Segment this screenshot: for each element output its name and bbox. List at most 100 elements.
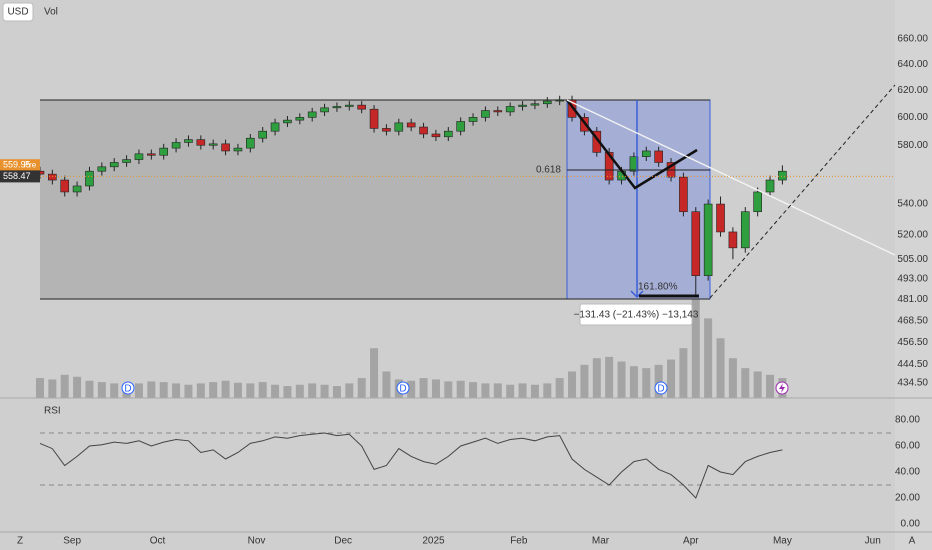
candle-body	[332, 106, 342, 109]
volume-bar	[370, 348, 379, 398]
volume-bar	[667, 359, 676, 398]
rsi-tick-label: 0.00	[901, 519, 921, 530]
rsi-tick-label: 60.00	[895, 441, 920, 452]
candle-body	[72, 185, 82, 193]
volume-bar	[172, 383, 181, 398]
candle-body	[778, 170, 787, 181]
currency-button[interactable]	[2, 2, 34, 22]
candle-body	[765, 179, 775, 193]
candle-body	[85, 170, 94, 187]
candle-body	[716, 203, 725, 233]
volume-bar	[209, 382, 218, 398]
y-tick-label: 620.00	[897, 85, 928, 96]
x-tick-label: Dec	[334, 536, 352, 547]
candle-body	[728, 231, 738, 249]
event-marker-label: D	[657, 384, 664, 395]
candle-body	[481, 110, 490, 118]
volume-bar	[691, 298, 700, 398]
volume-bar	[617, 361, 626, 398]
channel-line	[709, 84, 896, 299]
pre-label: Pre	[24, 160, 37, 169]
volume-bar	[295, 384, 304, 398]
pre-price: 559.95	[3, 160, 31, 170]
volume-bar	[419, 378, 428, 398]
event-marker[interactable]	[654, 381, 668, 395]
measure-box	[579, 303, 693, 326]
volume-bar	[530, 384, 539, 398]
volume-bar	[679, 348, 688, 398]
candle-body	[147, 153, 156, 156]
candle-body	[246, 137, 255, 149]
volume-bar	[345, 383, 354, 398]
candle-body	[493, 110, 503, 113]
candle-body	[295, 117, 305, 121]
event-marker[interactable]	[396, 381, 410, 395]
measure-label: −131.43 (−21.43%) −13,143	[574, 310, 699, 321]
volume-bar	[35, 378, 44, 398]
candle-body	[320, 107, 329, 113]
y-tick-label: 660.00	[897, 34, 928, 45]
volume-bar	[283, 386, 292, 398]
volume-bar	[184, 384, 193, 398]
candle-body	[505, 106, 515, 113]
volume-bar	[110, 383, 119, 398]
candle-body	[171, 142, 181, 149]
rsi-layer: 80.00 60.00 40.00 20.00 0.00	[39, 415, 921, 530]
rsi-tick-label: 20.00	[895, 493, 920, 504]
x-tick-label: Mar	[592, 536, 610, 547]
volume-bar	[308, 383, 317, 398]
volume-bar	[469, 382, 478, 398]
volume-bar	[493, 383, 502, 398]
event-marker[interactable]	[121, 381, 135, 395]
volume-bar	[481, 383, 490, 398]
volume-bar	[73, 376, 82, 398]
volume-bar	[728, 358, 737, 398]
volume-bar	[320, 384, 329, 398]
candle-body	[233, 147, 243, 152]
event-markers: D D D	[121, 381, 789, 395]
pre-price-tag	[0, 159, 40, 172]
corner-left[interactable]: Z	[17, 536, 23, 547]
volume-bar	[246, 383, 255, 398]
candle-body	[196, 139, 206, 146]
candle-body	[109, 162, 119, 168]
rsi-line	[39, 432, 783, 499]
volume-bar	[134, 383, 143, 398]
candle-body	[740, 211, 750, 249]
volume-bar	[147, 381, 156, 398]
y-tick-label: 444.50	[897, 359, 928, 370]
currency: USD	[7, 7, 28, 18]
candle-body	[530, 103, 540, 106]
volume-bar	[332, 386, 341, 398]
volume-bar	[85, 380, 94, 398]
volume-bar	[97, 382, 106, 398]
fib-extension-label: 161.80%	[638, 282, 678, 293]
y-tick-label: 493.00	[897, 274, 928, 285]
volume-label: Vol	[44, 7, 58, 18]
candle-body	[221, 143, 230, 152]
candle-body	[419, 126, 428, 135]
candle-body	[369, 108, 379, 129]
y-tick-label: 520.00	[897, 230, 928, 241]
volume-bar	[716, 338, 725, 398]
y-tick-label: 600.00	[897, 112, 928, 123]
volume-bar	[543, 383, 552, 398]
volume-bar	[271, 384, 280, 398]
volume-bar	[741, 368, 750, 398]
candle-body	[208, 143, 218, 146]
candle-body	[691, 211, 701, 276]
y-tick-label: 580.00	[897, 140, 928, 151]
volume-bar	[766, 374, 775, 398]
range-shading	[40, 100, 567, 299]
candle-body	[456, 121, 465, 132]
volume-bar	[592, 358, 601, 398]
volume-bar	[506, 384, 515, 398]
y-tick-label: 640.00	[897, 59, 928, 70]
volume-bar	[431, 379, 440, 398]
swing-path	[566, 99, 698, 190]
corner-right[interactable]: A	[909, 536, 916, 547]
candle-body	[654, 150, 663, 163]
candle-body	[97, 166, 107, 172]
volume-bar	[357, 378, 366, 398]
